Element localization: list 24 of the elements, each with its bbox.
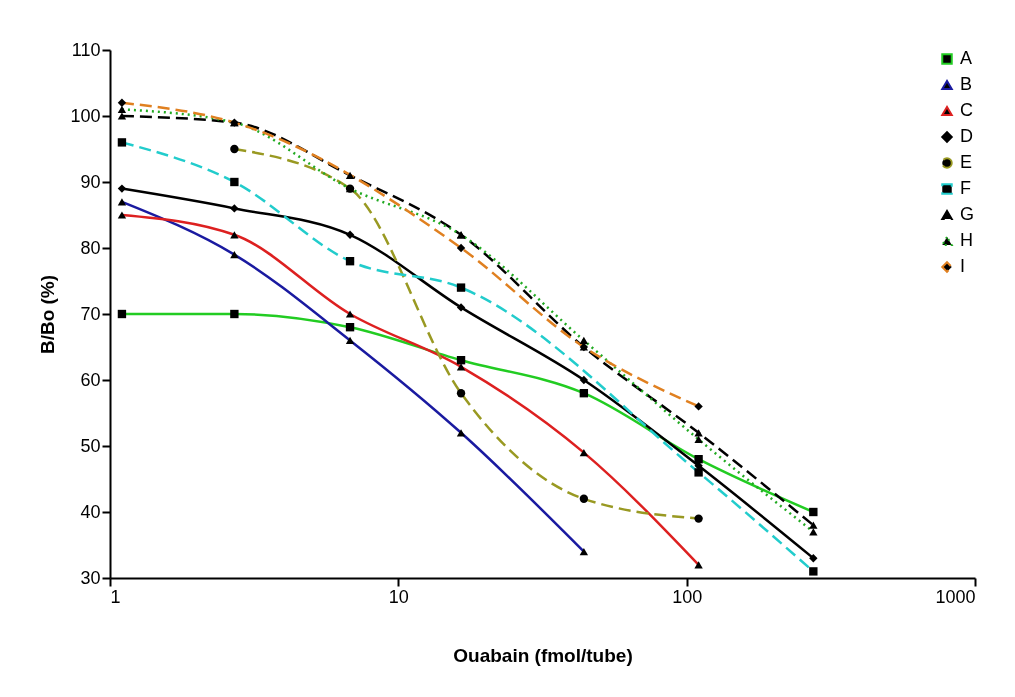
legend-label: C [960,100,973,120]
x-tick-label: 100 [672,586,703,607]
legend-label: G [960,204,975,224]
legend-label: I [960,256,966,276]
y-tick-label: 80 [80,237,101,258]
legend-label: A [960,48,973,68]
y-tick-label: 40 [80,501,101,522]
legend-label: E [960,152,973,172]
y-axis-title: B/Bo (%) [37,274,59,355]
y-tick-label: 30 [80,567,101,588]
y-tick-label: 110 [71,39,101,60]
x-tick-label: 1000 [935,586,976,607]
x-tick-label: 1 [110,586,121,607]
y-tick-label: 90 [80,171,101,192]
x-axis-title: Ouabain (fmol/tube) [453,644,633,666]
legend-label: D [960,126,973,146]
y-tick-label: 50 [80,435,101,456]
y-tick-label: 60 [80,369,101,390]
x-tick-label: 10 [388,586,409,607]
y-tick-label: 70 [80,303,101,324]
legend-label: B [960,74,973,94]
legend-label: H [960,230,973,250]
legend-label: F [960,178,971,198]
y-tick-label: 100 [70,105,101,126]
